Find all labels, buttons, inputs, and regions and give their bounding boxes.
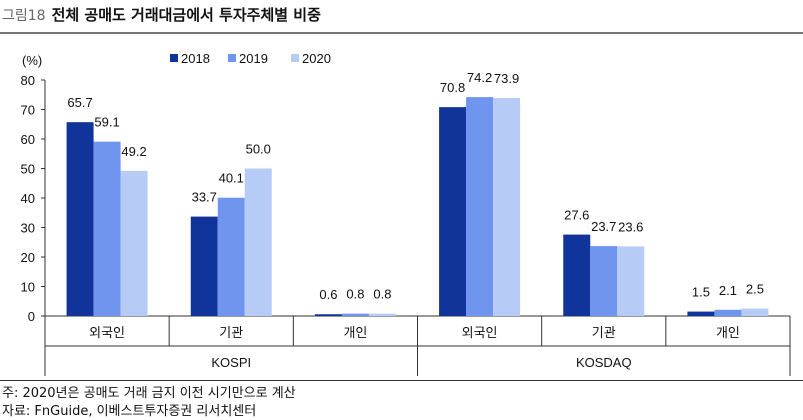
bar-KOSPI-기관-2020 (244, 168, 272, 316)
bar-KOSPI-외국인-2018 (66, 122, 94, 316)
y-tick-label-80: 80 (21, 73, 35, 88)
bar-KOSPI-외국인-2020 (120, 170, 148, 316)
bar-KOSPI-외국인-2019 (93, 141, 121, 316)
bar-KOSPI-개인-2020 (368, 313, 396, 316)
y-tick-label-30: 30 (21, 221, 35, 236)
bar-KOSDAQ-기관-2020 (617, 246, 645, 316)
data-label-KOSDAQ-외국인-2019: 74.2 (467, 70, 492, 85)
footer-divider (0, 380, 803, 381)
y-tick-label-0: 0 (28, 309, 35, 324)
figure-number: 그림18 (2, 8, 46, 24)
data-label-KOSPI-기관-2018: 33.7 (192, 190, 217, 205)
data-label-KOSDAQ-개인-2019: 2.1 (719, 283, 737, 298)
x-tick-label-KOSPI-개인: 개인 (343, 325, 367, 340)
data-label-KOSPI-기관-2020: 50.0 (246, 142, 271, 157)
data-label-KOSPI-외국인-2018: 65.7 (67, 95, 92, 110)
legend-swatch-2019 (228, 54, 236, 62)
bar-KOSDAQ-기관-2018 (563, 234, 591, 316)
y-axis-unit: (%) (22, 53, 42, 68)
group-label-KOSDAQ: KOSDAQ (576, 355, 632, 370)
data-label-KOSDAQ-기관-2018: 27.6 (564, 208, 589, 223)
y-tick-label-70: 70 (21, 103, 35, 118)
figure-header: 그림18 전체 공매도 거래대금에서 투자주체별 비중 (2, 4, 321, 30)
bar-KOSDAQ-외국인-2020 (493, 97, 521, 316)
data-label-KOSDAQ-기관-2020: 23.6 (618, 219, 643, 234)
title-divider (0, 32, 803, 34)
group-label-KOSPI: KOSPI (211, 355, 251, 370)
data-label-KOSDAQ-개인-2020: 2.5 (746, 282, 764, 297)
bar-KOSDAQ-외국인-2019 (466, 97, 494, 316)
figure-title: 전체 공매도 거래대금에서 투자주체별 비중 (51, 6, 321, 24)
data-label-KOSDAQ-외국인-2020: 73.9 (494, 71, 519, 86)
legend-swatch-2018 (170, 54, 178, 62)
data-label-KOSDAQ-외국인-2018: 70.8 (440, 80, 465, 95)
bar-KOSPI-기관-2018 (190, 216, 218, 316)
data-label-KOSDAQ-기관-2019: 23.7 (591, 219, 616, 234)
legend-label-2019: 2019 (239, 51, 268, 66)
x-tick-label-KOSDAQ-외국인: 외국인 (462, 325, 498, 340)
bar-KOSDAQ-외국인-2018 (439, 107, 467, 316)
bar-KOSPI-기관-2019 (217, 197, 245, 316)
bar-KOSDAQ-개인-2019 (714, 309, 742, 316)
y-tick-label-10: 10 (21, 280, 35, 295)
data-label-KOSPI-개인-2018: 0.6 (319, 287, 337, 302)
data-label-KOSPI-외국인-2019: 59.1 (94, 115, 119, 130)
data-label-KOSPI-개인-2019: 0.8 (346, 287, 364, 302)
data-label-KOSPI-외국인-2020: 49.2 (121, 144, 146, 159)
y-tick-label-20: 20 (21, 250, 35, 265)
bar-KOSPI-개인-2018 (314, 314, 342, 316)
bar-chart: 2018 2019 2020 (%) 0 10 20 30 40 50 60 70 80 65.759.1… (21, 51, 791, 376)
x-tick-label-KOSPI-외국인: 외국인 (89, 325, 125, 340)
legend-swatch-2020 (291, 54, 299, 62)
legend-label-2018: 2018 (181, 51, 210, 66)
legend-label-2020: 2020 (302, 51, 331, 66)
bar-KOSPI-개인-2019 (341, 313, 369, 316)
y-tick-label-40: 40 (21, 191, 35, 206)
bar-KOSDAQ-기관-2019 (590, 246, 618, 316)
x-tick-label-KOSDAQ-개인: 개인 (716, 325, 740, 340)
y-tick-label-60: 60 (21, 132, 35, 147)
x-tick-label-KOSDAQ-기관: 기관 (592, 325, 616, 340)
data-label-KOSPI-개인-2020: 0.8 (373, 287, 391, 302)
x-tick-label-KOSPI-기관: 기관 (219, 325, 243, 340)
bar-KOSDAQ-개인-2018 (687, 311, 715, 316)
y-tick-label-50: 50 (21, 162, 35, 177)
bar-KOSDAQ-개인-2020 (741, 308, 769, 316)
data-label-KOSDAQ-개인-2018: 1.5 (692, 285, 710, 300)
chart-note: 주: 2020년은 공매도 거래 금지 이전 시기만으로 계산 (2, 386, 296, 401)
data-label-KOSPI-기관-2019: 40.1 (219, 171, 244, 186)
chart-source: 자료: FnGuide, 이베스트투자증권 리서치센터 (2, 404, 257, 419)
